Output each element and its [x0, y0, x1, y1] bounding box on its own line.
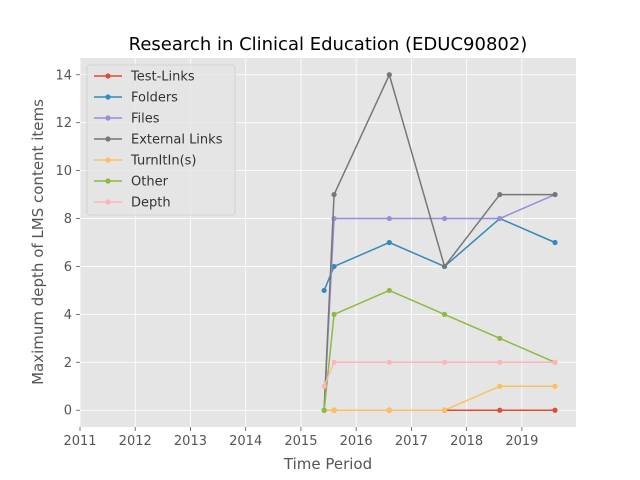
legend-item: Depth	[94, 196, 171, 211]
legend-marker	[105, 136, 111, 142]
data-point	[552, 359, 558, 365]
y-axis-title: Maximum depth of LMS content items	[29, 99, 47, 385]
data-point	[441, 215, 448, 222]
series-other	[321, 287, 558, 413]
legend-marker	[105, 115, 111, 121]
series-line	[323, 193, 556, 411]
y-tick-label: 14	[55, 68, 72, 83]
y-axis-ticks: 0 2 4 6 8 10 12 14	[55, 68, 80, 419]
data-point	[331, 311, 337, 317]
data-point	[331, 263, 337, 270]
data-point	[386, 407, 392, 413]
x-axis-title: Time Period	[283, 455, 372, 473]
y-tick-label: 2	[64, 356, 72, 371]
legend-marker	[105, 94, 111, 100]
data-point	[497, 191, 503, 198]
data-point	[497, 359, 503, 365]
x-tick-label: 2014	[229, 434, 262, 449]
series-depth	[321, 359, 558, 389]
legend-box	[86, 64, 236, 216]
x-tick-label: 2018	[450, 434, 483, 449]
data-point	[331, 407, 337, 413]
data-point	[497, 407, 503, 413]
legend-label: Files	[131, 112, 160, 127]
legend-item: TurnItIn(s)	[94, 154, 196, 169]
legend-label: External Links	[131, 133, 223, 148]
series-line	[323, 217, 556, 291]
data-point	[386, 287, 392, 294]
legend-label: Folders	[131, 91, 178, 106]
data-point	[441, 407, 448, 413]
legend-label: Depth	[131, 196, 171, 211]
data-point	[331, 191, 337, 198]
legend-marker	[105, 199, 111, 205]
legend-item: Folders	[94, 91, 178, 106]
x-tick-label: 2011	[63, 434, 96, 449]
data-point	[321, 407, 327, 413]
data-point	[441, 263, 448, 270]
x-tick-label: 2015	[284, 434, 317, 449]
y-tick-label: 8	[64, 212, 72, 227]
series-line	[323, 289, 556, 411]
series-line	[323, 74, 556, 411]
data-point	[441, 311, 448, 317]
data-point	[441, 359, 448, 365]
x-tick-label: 2017	[395, 434, 428, 449]
y-tick-label: 10	[55, 164, 72, 179]
data-point	[386, 359, 392, 365]
chart-title: Research in Clinical Education (EDUC9080…	[129, 34, 528, 55]
data-point	[321, 287, 327, 294]
data-point	[497, 383, 503, 389]
data-point	[386, 215, 392, 222]
data-point	[552, 383, 558, 389]
x-tick-label: 2012	[119, 434, 152, 449]
x-tick-label: 2013	[174, 434, 207, 449]
x-axis-ticks: 2011 2012 2013 2014 2015 2016 2017 2018 2019	[63, 427, 538, 449]
data-point	[386, 239, 392, 246]
legend: Test-Links Folders Files External Links Turn…	[86, 64, 236, 216]
legend-label: Test-Links	[130, 70, 195, 85]
legend-marker	[105, 178, 111, 184]
y-tick-label: 0	[64, 404, 72, 419]
x-tick-label: 2019	[505, 434, 538, 449]
data-point	[552, 191, 558, 198]
series-line	[323, 361, 556, 387]
legend-label: Other	[131, 175, 169, 190]
series-turnitin-s-	[321, 383, 558, 413]
legend-item: Other	[94, 175, 169, 190]
series-external-links	[321, 72, 558, 413]
y-tick-label: 6	[64, 260, 72, 275]
series-layer	[321, 72, 558, 413]
legend-marker	[105, 73, 111, 79]
data-point	[497, 215, 503, 222]
y-tick-label: 12	[55, 116, 72, 131]
legend-label: TurnItIn(s)	[130, 154, 196, 169]
legend-item: Test-Links	[94, 70, 195, 85]
data-point	[386, 72, 392, 78]
data-point	[321, 383, 327, 389]
legend-item: Files	[94, 112, 160, 127]
data-point	[552, 239, 558, 246]
data-point	[331, 359, 337, 365]
legend-marker	[105, 157, 111, 163]
data-point	[497, 335, 503, 341]
y-tick-label: 4	[64, 308, 72, 323]
x-tick-label: 2016	[340, 434, 373, 449]
legend-item: External Links	[94, 133, 223, 148]
data-point	[552, 407, 558, 413]
